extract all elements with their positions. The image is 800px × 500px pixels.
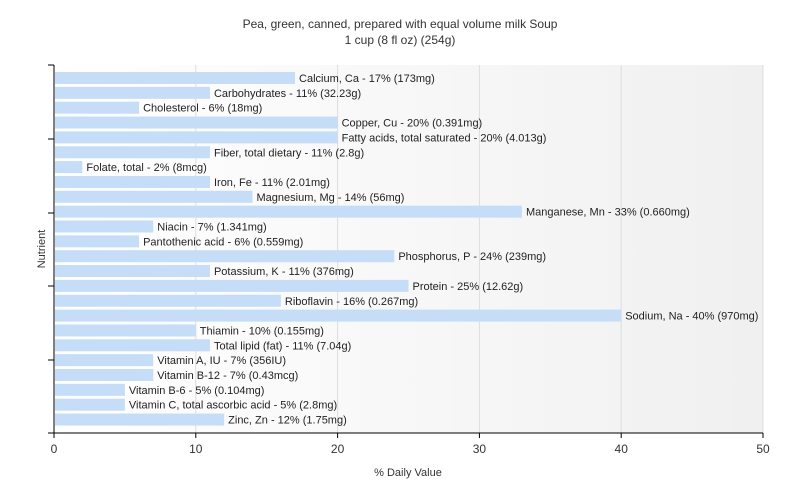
bar-data-label: Magnesium, Mg - 14% (56mg) — [257, 192, 405, 204]
bar — [55, 265, 210, 278]
axes — [48, 64, 764, 438]
bar-data-label: Vitamin C, total ascorbic acid - 5% (2.8… — [129, 400, 337, 412]
bar — [55, 294, 281, 307]
bar — [55, 250, 395, 263]
bar — [55, 383, 125, 396]
bar-labels: Calcium, Ca - 17% (173mg) Carbohydrates -… — [86, 73, 758, 427]
x-axis-title: % Daily Value — [374, 467, 442, 479]
bar-data-label: Niacin - 7% (1.341mg) — [157, 222, 266, 234]
bar-data-label: Zinc, Zn - 12% (1.75mg) — [228, 415, 347, 427]
bar-data-label: Fiber, total dietary - 11% (2.8g) — [214, 147, 364, 159]
chart-title: Pea, green, canned, prepared with equal … — [243, 17, 558, 31]
bar — [55, 101, 140, 114]
bar-data-label: Vitamin B-12 - 7% (0.43mcg) — [157, 370, 298, 382]
bar-data-label: Copper, Cu - 20% (0.391mg) — [342, 118, 483, 130]
y-axis-title: Nutrient — [36, 230, 48, 269]
bar-data-label: Manganese, Mn - 33% (0.660mg) — [526, 207, 690, 219]
bar — [55, 413, 225, 426]
bar — [55, 220, 154, 233]
bar-data-label: Potassium, K - 11% (376mg) — [214, 266, 354, 278]
bar-data-label: Riboflavin - 16% (0.267mg) — [285, 296, 418, 308]
bar-data-label: Folate, total - 2% (8mcg) — [86, 162, 206, 174]
x-tick-label: 20 — [331, 442, 345, 456]
bars — [55, 72, 622, 426]
bar — [55, 369, 154, 381]
x-tick-label: 30 — [473, 442, 487, 456]
x-tick-label: 40 — [615, 442, 629, 456]
bar-data-label: Protein - 25% (12.62g) — [413, 281, 524, 293]
bar-data-label: Fatty acids, total saturated - 20% (4.01… — [342, 132, 547, 144]
bar-data-label: Pantothenic acid - 6% (0.559mg) — [143, 236, 303, 248]
x-tick-label: 50 — [756, 442, 770, 456]
x-tick-label: 0 — [51, 442, 58, 456]
bar-data-label: Phosphorus, P - 24% (239mg) — [398, 251, 546, 263]
bar — [55, 235, 140, 248]
bar — [55, 131, 338, 144]
bar-data-label: Carbohydrates - 11% (32.23g) — [214, 88, 361, 100]
bar — [55, 146, 210, 159]
bar — [55, 279, 409, 292]
bar-data-label: Iron, Fe - 11% (2.01mg) — [214, 177, 330, 189]
bar — [55, 339, 210, 352]
bar — [55, 161, 83, 174]
x-tick-labels: 0 10 20 30 40 50 — [51, 442, 770, 456]
bar-data-label: Vitamin A, IU - 7% (356IU) — [157, 355, 286, 367]
bar — [55, 190, 253, 203]
bar — [55, 205, 522, 218]
x-tick-label: 10 — [189, 442, 203, 456]
bar — [55, 354, 154, 367]
bar — [55, 324, 196, 337]
bar-data-label: Cholesterol - 6% (18mg) — [143, 103, 262, 115]
bar — [55, 175, 210, 188]
bar — [55, 86, 210, 99]
bar — [55, 116, 338, 129]
bar-data-label: Sodium, Na - 40% (970mg) — [625, 311, 758, 323]
bar — [55, 398, 125, 411]
bar — [55, 309, 622, 322]
bar-data-label: Calcium, Ca - 17% (173mg) — [299, 73, 435, 85]
bar-data-label: Vitamin B-6 - 5% (0.104mg) — [129, 385, 265, 397]
chart-subtitle: 1 cup (8 fl oz) (254g) — [345, 33, 456, 47]
bar — [55, 72, 296, 84]
bar-data-label: Thiamin - 10% (0.155mg) — [200, 325, 324, 337]
bar-data-label: Total lipid (fat) - 11% (7.04g) — [214, 340, 351, 352]
